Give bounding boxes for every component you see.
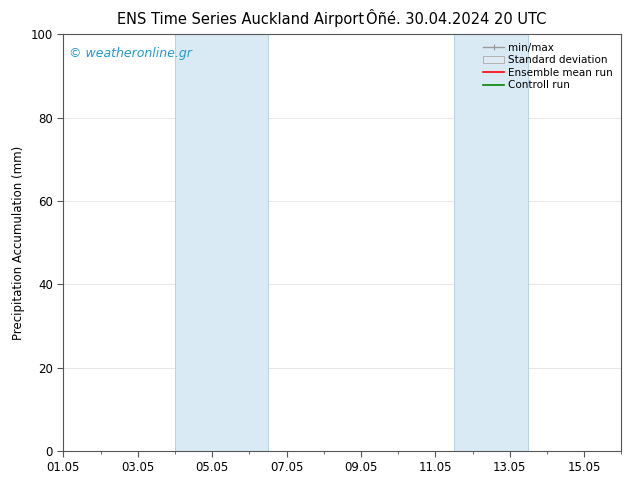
Text: ENS Time Series Auckland Airport: ENS Time Series Auckland Airport	[117, 12, 365, 27]
Bar	[175, 34, 268, 451]
Text: © weatheronline.gr: © weatheronline.gr	[69, 47, 192, 60]
Legend: min/max, Standard deviation, Ensemble mean run, Controll run: min/max, Standard deviation, Ensemble me…	[480, 40, 616, 94]
Bar	[454, 34, 528, 451]
Y-axis label: Precipitation Accumulation (mm): Precipitation Accumulation (mm)	[12, 146, 25, 340]
Text: Ôñé. 30.04.2024 20 UTC: Ôñé. 30.04.2024 20 UTC	[366, 12, 547, 27]
